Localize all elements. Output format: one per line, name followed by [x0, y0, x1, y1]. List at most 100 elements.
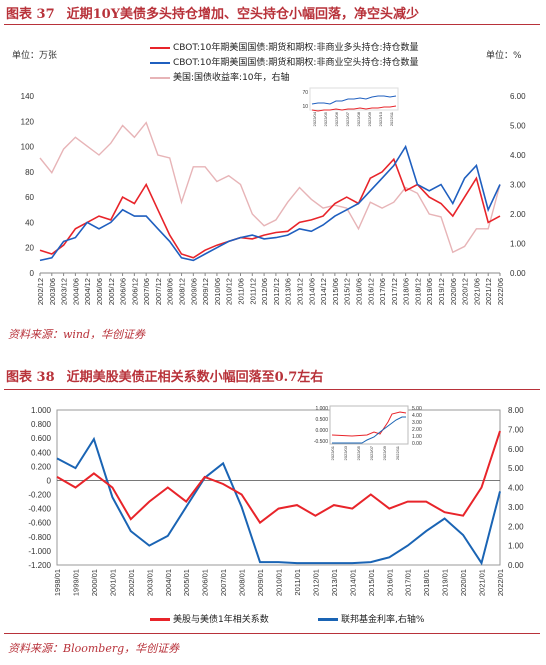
fig37-x-tick-label: 2006/06 — [119, 278, 128, 305]
fig37-chart: 0 20 40 60 80 100 120 140 0.00 1.00 2.00 3.00 4.00 5.… — [21, 92, 526, 305]
fig37-x-tick-label: 2019/12 — [437, 278, 446, 305]
fig38-legend-corr-label: 美股与美债1年相关系数 — [173, 615, 269, 625]
fig37-legend-short: CBOT:10年期美国国债:期货和期权:非商业空头持仓:持仓数量 — [150, 55, 418, 68]
fig38-x-tick-label: 2013/01 — [330, 569, 339, 596]
fig37-title-number: 图表 37 — [6, 7, 55, 22]
fig38-y-tick-label: 0.600 — [31, 434, 52, 443]
fig37-x-tick-label: 2010/06 — [213, 278, 222, 305]
fig37-x-tick-label: 2018/06 — [402, 278, 411, 305]
fig38-legend-corr-swatch — [150, 618, 170, 621]
fig38-inset-y2-label: 0.00 — [412, 441, 422, 447]
fig37-legend-yield: 美国:国债收益率:10年，右轴 — [150, 70, 290, 83]
fig37-inset-x-tick-label: 2022/10 — [378, 111, 383, 126]
fig37-x-tick-label: 2002/12 — [36, 278, 45, 305]
fig37-x-tick-label: 2012/06 — [260, 278, 269, 305]
fig38-inset: 1.000 0.500 0.000 -0.500 5.004.003.002.001.0… — [314, 405, 422, 460]
fig38-legend-corr: 美股与美债1年相关系数 — [150, 612, 269, 625]
fig38-inset-y-label: 1.000 — [315, 406, 328, 412]
fig38-title-number: 图表 38 — [6, 370, 55, 385]
fig38-y-tick-label: -1.000 — [28, 547, 51, 556]
fig38-y2-tick-label: 0.00 — [508, 561, 524, 570]
fig37-x-tick-label: 2003/06 — [48, 278, 57, 305]
fig37-x-tick-label: 2007/06 — [142, 278, 151, 305]
fig37-inset-x-tick-label: 2022/05 — [323, 111, 328, 126]
fig38-inset-x-tick-label: 2022/07 — [369, 445, 374, 460]
fig37-x-tick-label: 2005/12 — [107, 278, 116, 305]
fig38-source: 资料来源：Bloomberg，华创证券 — [8, 642, 180, 655]
fig38-y-tick-label: 0.400 — [31, 448, 52, 457]
fig37-legend-long-label: CBOT:10年期美国国债:期货和期权:非商业多头持仓:持仓数量 — [173, 43, 419, 53]
fig38-y2-tick-label: 3.00 — [508, 503, 524, 512]
fig37-x-tick-label: 2008/06 — [166, 278, 175, 305]
fig38-inset-x-tick-label: 2022/09 — [382, 445, 387, 460]
fig37-y2-tick-label: 4.00 — [510, 151, 526, 160]
fig38-bottom-rule — [4, 633, 540, 634]
fig38-y-tick-label: 0 — [47, 476, 52, 485]
fig38-inset-corr-line — [331, 411, 407, 437]
fig37-y2-tick-label: 5.00 — [510, 122, 526, 131]
fig37-legend-yield-swatch — [150, 76, 170, 79]
fig37-x-tick-label: 2021/06 — [472, 278, 481, 305]
fig37-y-tick-label: 20 — [25, 244, 34, 253]
fig37-x-tick-label: 2016/12 — [366, 278, 375, 305]
fig38-series-rate — [56, 436, 501, 566]
fig38-inset-y2-label: 4.00 — [412, 413, 422, 419]
fig37-x-tick-label: 2009/06 — [189, 278, 198, 305]
fig38-x-tick-label: 2002/01 — [127, 569, 136, 596]
fig37-unit-right: 单位：% — [486, 51, 522, 61]
fig37-inset-x-tick-label: 2022/07 — [345, 111, 350, 126]
fig37-y-tick-label: 80 — [25, 168, 34, 177]
fig37-x-tick-label: 2009/12 — [201, 278, 210, 305]
fig37-inset-x-tick-label: 2022/09 — [367, 111, 372, 126]
fig37-y2-tick-label: 1.00 — [510, 240, 526, 249]
fig38-inset-frame — [329, 405, 409, 445]
fig38-y-tick-label: -1.200 — [28, 561, 51, 570]
fig38-inset-y-label: -0.500 — [314, 439, 328, 445]
fig38-x-tick-label: 2021/01 — [478, 569, 487, 596]
fig38-inset-y2-label: 1.00 — [412, 434, 422, 440]
fig38-x-tick-label: 2008/01 — [238, 569, 247, 596]
fig37-x-tick-label: 2016/06 — [354, 278, 363, 305]
fig37-x-tick-label: 2004/06 — [71, 278, 80, 305]
fig38-y-tick-label: -0.600 — [28, 519, 51, 528]
fig37-legend-short-swatch — [150, 61, 170, 64]
fig37-legend-long-swatch — [150, 46, 170, 49]
fig38-x-tick-label: 2015/01 — [367, 569, 376, 596]
fig37-series-yield — [39, 121, 501, 254]
fig38-inset-rate-line — [332, 416, 406, 444]
fig37-x-tick-label: 2008/12 — [178, 278, 187, 305]
fig38-x-tick-label: 2018/01 — [422, 569, 431, 596]
fig37-x-tick-label: 2018/12 — [413, 278, 422, 305]
fig37-x-tick-label: 2014/06 — [307, 278, 316, 305]
fig38-title-text: 近期美股美债正相关系数小幅回落至0.7左右 — [66, 370, 324, 385]
fig38-inset-y-label: 0.500 — [315, 417, 328, 423]
fig37-x-tick-label: 2010/12 — [225, 278, 234, 305]
fig38-y-tick-label: -0.400 — [28, 505, 51, 514]
fig37-x-tick-label: 2020/12 — [461, 278, 470, 305]
fig37-x-tick-label: 2017/06 — [378, 278, 387, 305]
fig38-x-tick-label: 1999/01 — [71, 569, 80, 596]
fig38-x-tick-label: 2006/01 — [201, 569, 210, 596]
fig37-x-tick-label: 2014/12 — [319, 278, 328, 305]
fig38-x-tick-label: 2011/01 — [293, 569, 302, 596]
fig38-title-rule — [4, 389, 540, 390]
fig38-x-tick-label: 2017/01 — [404, 569, 413, 596]
fig38-inset-x-tick-label: 2022/11 — [395, 445, 400, 460]
fig37-x-tick-label: 2011/12 — [248, 278, 257, 305]
fig38-y-tick-label: 1.000 — [31, 406, 52, 415]
fig38-y-tick-label: -0.200 — [28, 491, 51, 500]
fig37-x-tick-label: 2013/06 — [284, 278, 293, 305]
fig37-legend-long: CBOT:10年期美国国债:期货和期权:非商业多头持仓:持仓数量 — [150, 40, 418, 53]
fig37-inset-y-label: 10 — [302, 104, 308, 110]
fig37-inset-x-tick-label: 2022/08 — [356, 111, 361, 126]
fig38-x-tick-label: 2009/01 — [256, 569, 265, 596]
fig38-x-tick-label: 2012/01 — [311, 569, 320, 596]
fig38-chart: -1.200 -1.000 -0.800 -0.600 -0.400 -0.200 0 0.2… — [28, 406, 524, 596]
fig38-x-tick-label: 2000/01 — [90, 569, 99, 596]
fig38-y2-tick-label: 5.00 — [508, 464, 524, 473]
fig37-y-tick-label: 40 — [25, 218, 34, 227]
fig38-y2-tick-label: 8.00 — [508, 406, 524, 415]
fig37-y-tick-label: 0 — [30, 269, 35, 278]
fig37-x-tick-label: 2004/12 — [83, 278, 92, 305]
fig37-x-tick-label: 2007/12 — [154, 278, 163, 305]
